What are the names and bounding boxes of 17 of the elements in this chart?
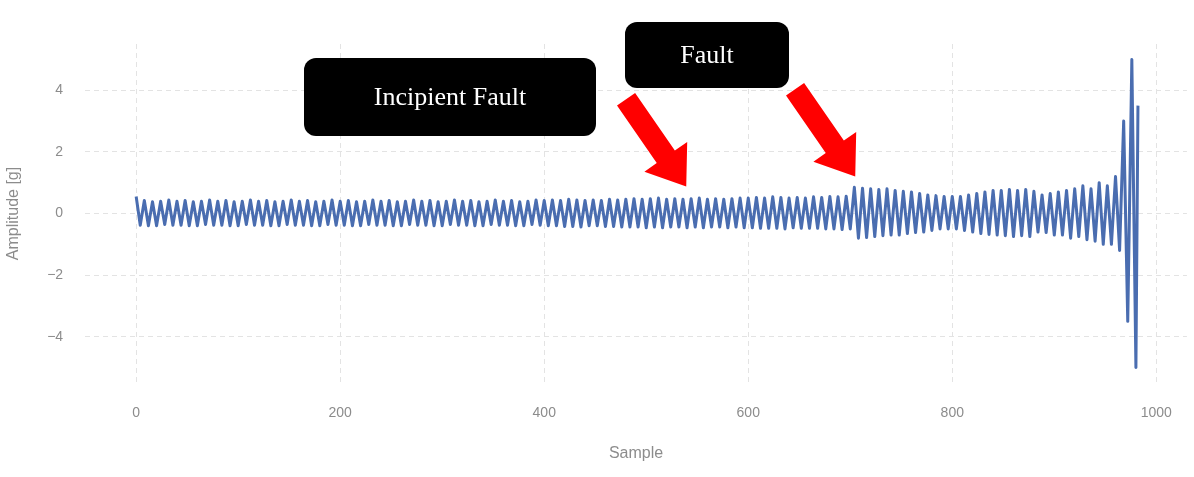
y-tick-label: −4	[47, 327, 64, 344]
x-tick-label: 200	[328, 404, 353, 421]
y-tick-label: −2	[47, 266, 64, 282]
annotation: Fault	[680, 40, 734, 70]
x-tick-label: 0	[132, 404, 141, 421]
annotation: Incipient Fault	[373, 82, 527, 112]
callout-box: Incipient Fault	[304, 58, 596, 136]
y-tick-label: 4	[55, 81, 64, 98]
y-axis-title: Amplitude [g]	[4, 166, 22, 261]
y-tick-label: 2	[55, 142, 64, 159]
x-axis-title: Sample	[608, 443, 664, 461]
x-tick-label: 1000	[1140, 404, 1173, 421]
x-tick-label: 400	[532, 404, 557, 421]
x-tick-label: 600	[736, 404, 761, 421]
y-tick-label: 0	[55, 204, 64, 221]
x-tick-label: 800	[940, 404, 965, 421]
callout-box: Fault	[625, 22, 789, 88]
